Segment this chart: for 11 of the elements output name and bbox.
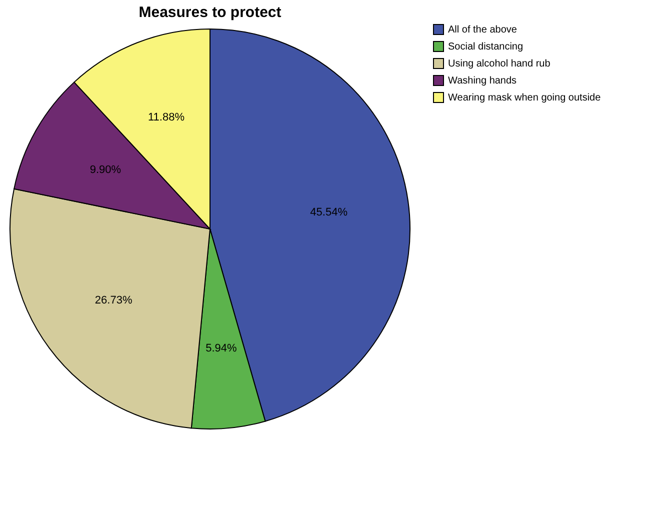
legend-label: Using alcohol hand rub [448, 58, 551, 70]
legend-label: Washing hands [448, 76, 517, 86]
legend-label: Social distancing [448, 42, 524, 52]
legend-label: All of the above [448, 24, 518, 36]
data-label: 26.73% [94, 294, 132, 306]
data-label: 5.94% [206, 342, 237, 354]
data-label: 45.54% [310, 206, 348, 218]
data-label: 9.90% [90, 164, 122, 176]
chart-title: Measures to protect [138, 4, 282, 21]
legend-label: Wearing mask when going outside [448, 92, 602, 104]
data-label: 11.88% [148, 111, 185, 124]
